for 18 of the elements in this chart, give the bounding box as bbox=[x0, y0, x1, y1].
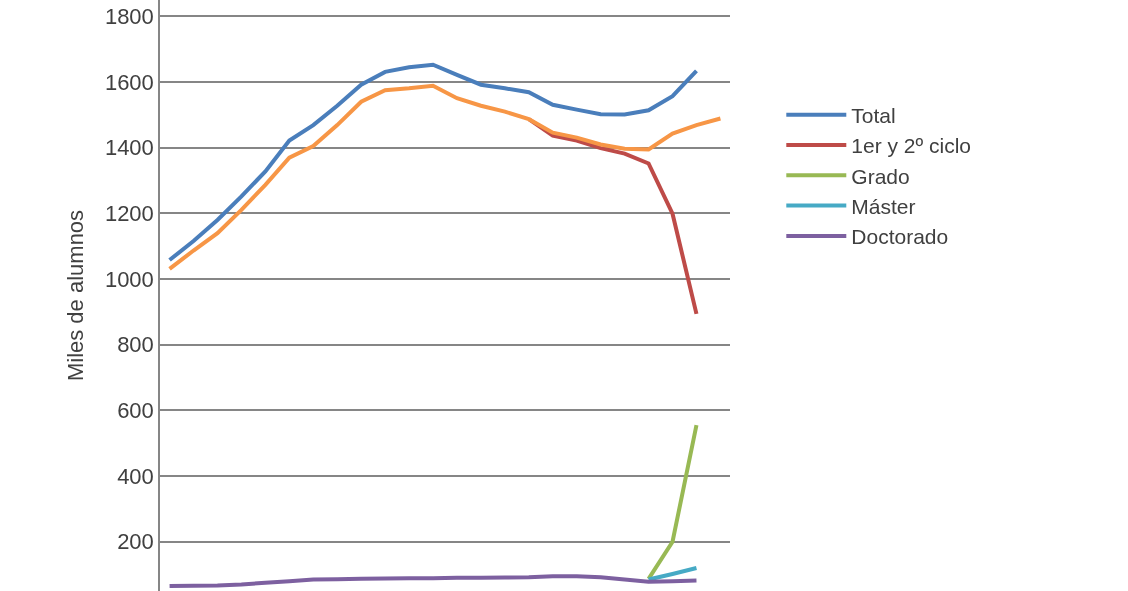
line-series bbox=[167, 62, 699, 263]
legend-label: Máster bbox=[851, 194, 916, 218]
legend-label: Total bbox=[851, 103, 896, 127]
legend-label: Doctorado bbox=[851, 225, 949, 249]
y-tick-label: 1000 bbox=[104, 266, 154, 292]
y-tick-label: 600 bbox=[117, 398, 154, 424]
y-tick-label: 1800 bbox=[104, 4, 154, 30]
y-tick-label: 400 bbox=[117, 463, 154, 489]
line-series bbox=[167, 83, 723, 271]
legend-label: 1er y 2º ciclo bbox=[851, 134, 972, 158]
y-tick-label: 1400 bbox=[104, 135, 154, 161]
y-tick-label: 200 bbox=[117, 529, 154, 555]
line-series bbox=[167, 574, 699, 589]
legend-label: Grado bbox=[851, 164, 910, 188]
y-tick-label: 1600 bbox=[104, 69, 154, 95]
y-axis-title: Miles de alumnos bbox=[63, 209, 89, 382]
y-tick-label: 1200 bbox=[104, 201, 154, 227]
y-tick-label: 800 bbox=[117, 332, 154, 358]
